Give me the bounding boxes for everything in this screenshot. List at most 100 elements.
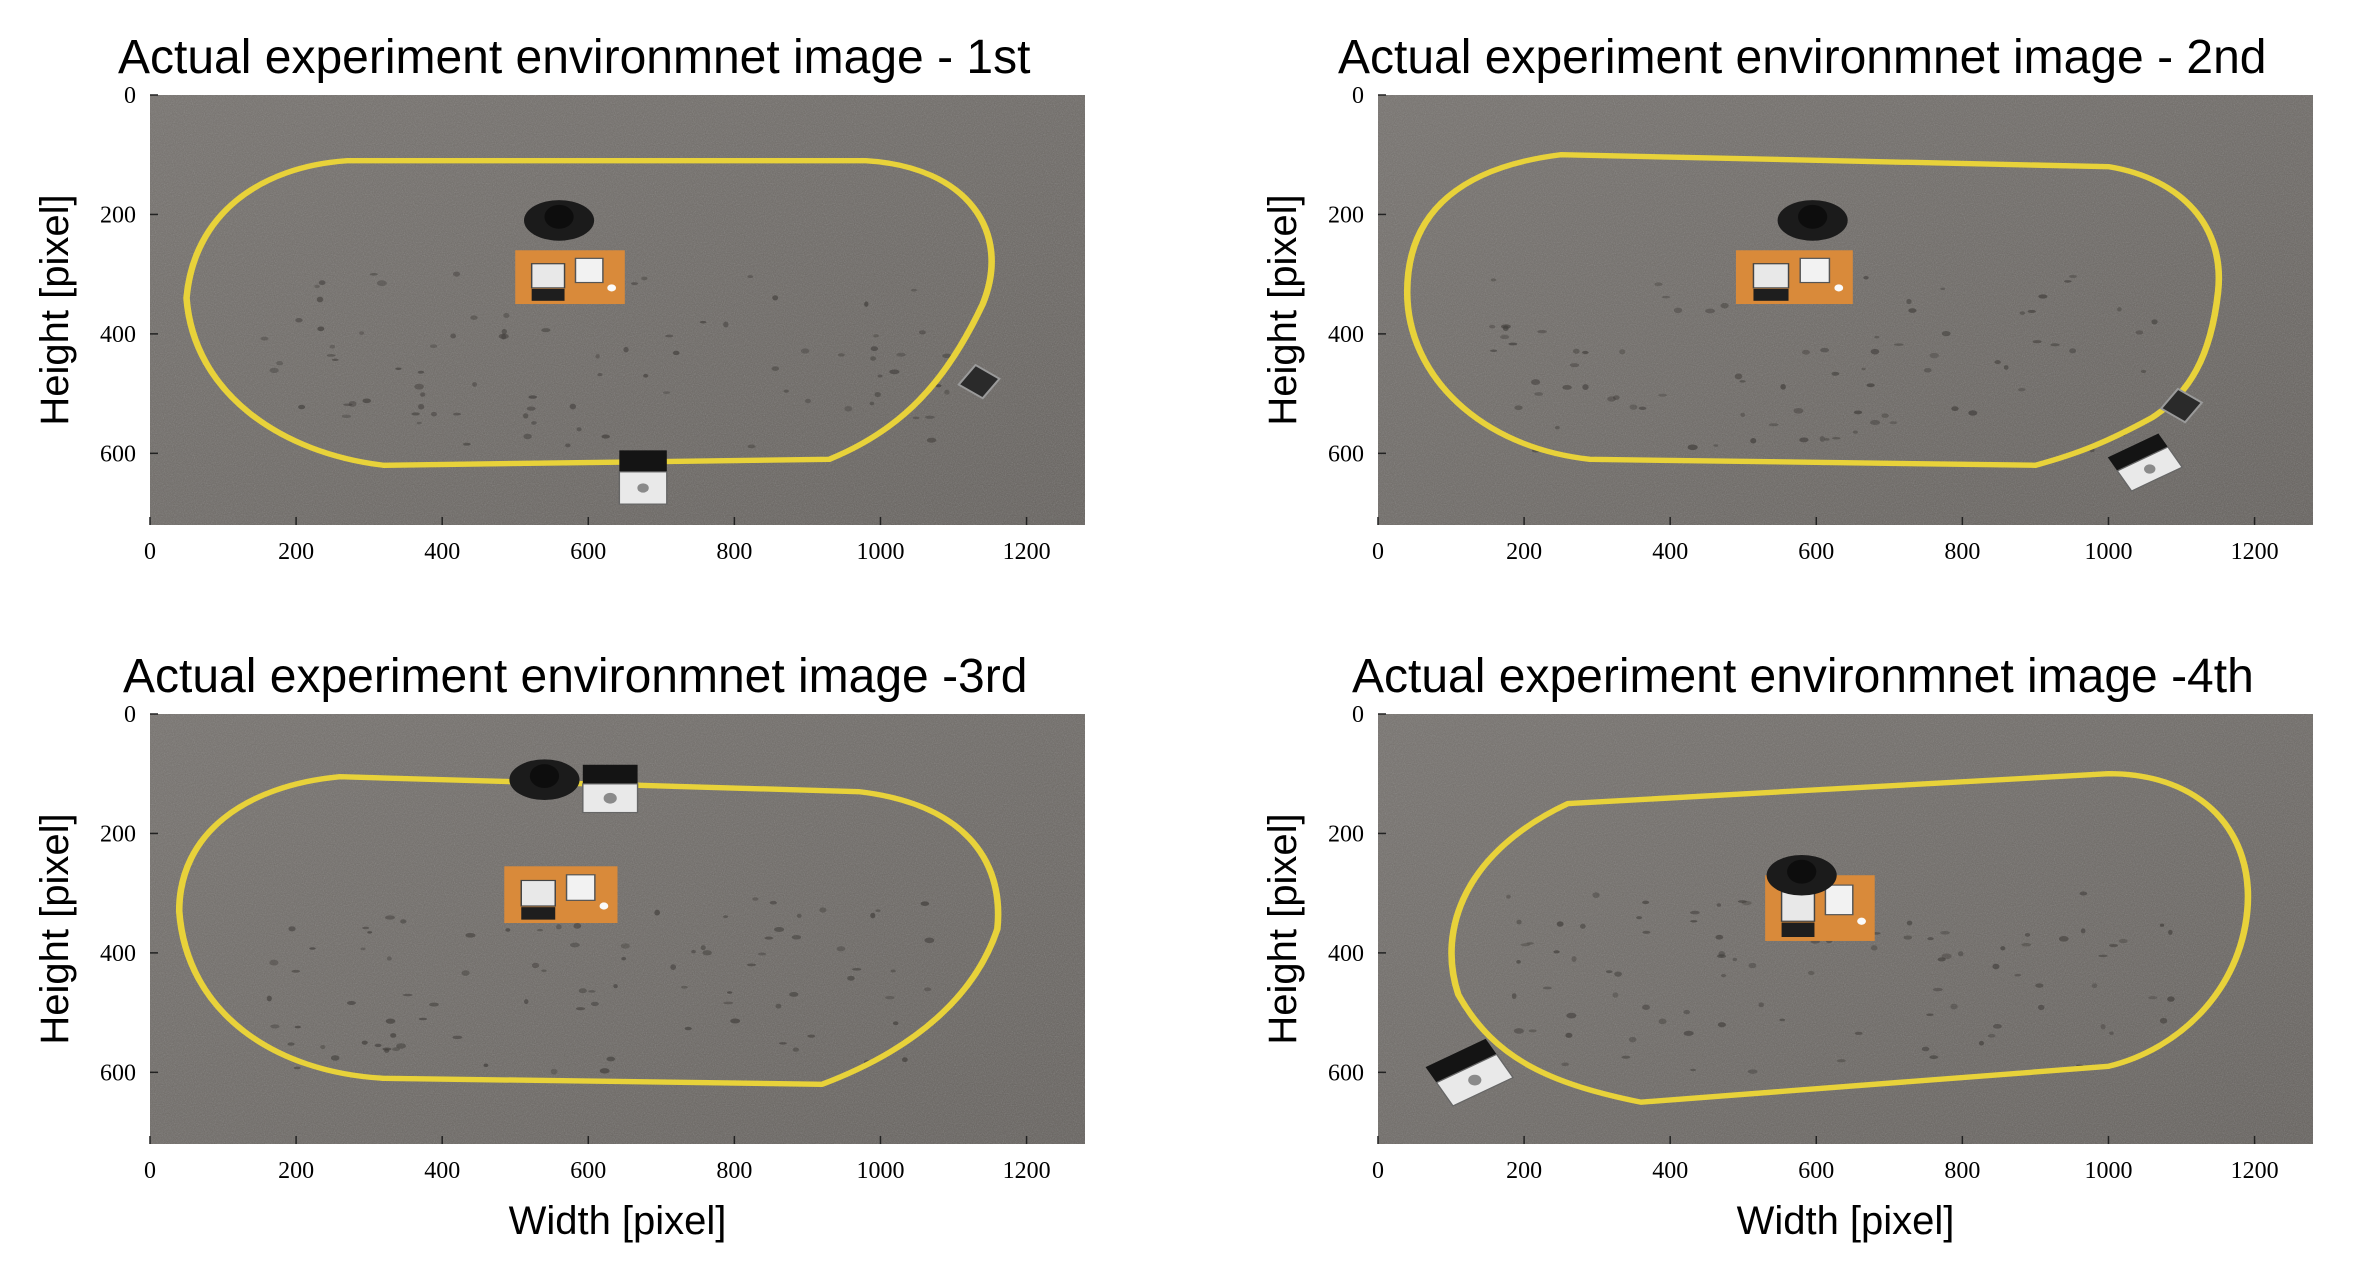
floor-mark bbox=[1526, 942, 1534, 945]
cup bbox=[1857, 917, 1866, 925]
floor-mark bbox=[942, 353, 952, 359]
floor-mark bbox=[431, 411, 437, 417]
floor-mark bbox=[331, 358, 339, 362]
floor-mark bbox=[320, 1045, 326, 1050]
y-axis-label: Height [pixel] bbox=[33, 194, 77, 425]
floor-mark bbox=[1638, 406, 1647, 411]
floor-mark bbox=[1927, 937, 1934, 941]
floor-mark bbox=[569, 403, 576, 410]
floor-mark bbox=[2050, 343, 2060, 347]
floor-mark bbox=[924, 987, 932, 992]
floor-mark bbox=[1705, 308, 1716, 314]
floor-mark bbox=[924, 415, 935, 419]
floor-mark bbox=[2018, 387, 2026, 392]
floor-mark bbox=[1903, 935, 1913, 940]
floor-mark bbox=[522, 413, 529, 419]
floor-mark bbox=[1929, 352, 1939, 359]
floor-mark bbox=[896, 352, 906, 357]
person bbox=[1766, 854, 1837, 896]
floor-mark bbox=[783, 389, 789, 393]
floor-mark bbox=[1779, 1018, 1786, 1022]
floor-mark bbox=[631, 282, 639, 286]
y-tick-label: 0 bbox=[1352, 702, 1364, 728]
person-head bbox=[1798, 204, 1828, 229]
floor-mark bbox=[889, 369, 900, 375]
floor-mark bbox=[885, 995, 895, 1000]
x-tick-label: 1200 bbox=[2231, 539, 2279, 565]
floor-mark bbox=[2159, 923, 2165, 927]
floor-mark bbox=[1514, 405, 1523, 411]
robot-body bbox=[2159, 387, 2204, 424]
y-tick-label: 400 bbox=[1328, 322, 1364, 348]
floor-mark bbox=[314, 284, 320, 289]
floor-mark bbox=[2151, 319, 2158, 325]
panel-1: Actual experiment environmnet image - 1s… bbox=[33, 31, 1085, 565]
floor-mark bbox=[2069, 274, 2077, 279]
floor-mark bbox=[498, 333, 509, 339]
floor-mark bbox=[531, 962, 540, 969]
robot-body bbox=[957, 363, 1001, 400]
floor-mark bbox=[330, 1055, 340, 1061]
floor-mark bbox=[2135, 330, 2144, 335]
x-tick-label: 600 bbox=[1798, 1158, 1834, 1184]
y-axis-label: Height [pixel] bbox=[1261, 194, 1305, 425]
photo-content bbox=[1403, 152, 2223, 492]
floor-mark bbox=[429, 344, 438, 348]
x-tick-label: 400 bbox=[1652, 1158, 1688, 1184]
floor-mark bbox=[2168, 929, 2173, 935]
floor-mark bbox=[700, 945, 706, 951]
floor-mark bbox=[2014, 973, 2022, 977]
floor-mark bbox=[670, 964, 676, 970]
floor-mark bbox=[2109, 1031, 2114, 1035]
floor-mark bbox=[769, 900, 777, 905]
floor-mark bbox=[901, 1057, 908, 1063]
desk bbox=[1735, 250, 1853, 305]
floor-mark bbox=[771, 366, 780, 371]
floor-mark bbox=[672, 350, 680, 356]
floor-mark bbox=[752, 897, 759, 901]
floor-mark bbox=[722, 915, 729, 919]
floor-mark bbox=[1642, 930, 1651, 934]
floor-mark bbox=[1929, 1055, 1939, 1060]
x-tick-label: 800 bbox=[1944, 539, 1980, 565]
floor-mark bbox=[505, 928, 511, 932]
floor-mark bbox=[1562, 384, 1572, 390]
floor-mark bbox=[912, 416, 920, 420]
person-head bbox=[1787, 859, 1817, 884]
paper-sheet bbox=[1824, 884, 1854, 916]
floor-mark bbox=[2019, 311, 2026, 315]
floor-mark bbox=[569, 942, 580, 948]
floor-mark bbox=[1607, 396, 1616, 402]
floor-mark bbox=[870, 356, 876, 361]
floor-mark bbox=[1537, 329, 1547, 334]
floor-mark bbox=[376, 280, 387, 287]
floor-mark bbox=[395, 367, 402, 370]
cup bbox=[1834, 284, 1844, 292]
axis-ticks: 0 200 400 600 800 1000 1200 0 200 400 600 bbox=[100, 702, 1051, 1184]
floor-mark bbox=[1921, 1046, 1930, 1052]
floor-mark bbox=[541, 328, 551, 333]
floor-mark bbox=[643, 373, 649, 378]
paper-sheet bbox=[565, 874, 596, 901]
x-axis-label: Width [pixel] bbox=[1737, 1199, 1955, 1243]
paper-sheet bbox=[574, 257, 604, 284]
floor-mark bbox=[1889, 421, 1898, 425]
floor-mark bbox=[298, 404, 306, 410]
floor-mark bbox=[1614, 971, 1622, 977]
floor-mark bbox=[2063, 280, 2072, 283]
x-tick-label: 1200 bbox=[1003, 1158, 1051, 1184]
floor-mark bbox=[1881, 413, 1889, 418]
floor-mark bbox=[1636, 916, 1643, 920]
floor-mark bbox=[291, 969, 301, 973]
floor-mark bbox=[791, 934, 802, 940]
floor-mark bbox=[2027, 309, 2036, 313]
floor-mark bbox=[503, 312, 510, 319]
floor-mark bbox=[2167, 996, 2175, 1002]
floor-mark bbox=[2159, 1017, 2168, 1024]
floor-mark bbox=[1556, 921, 1564, 927]
floor-mark bbox=[680, 985, 688, 989]
floor-mark bbox=[1516, 919, 1522, 925]
x-tick-label: 600 bbox=[570, 539, 606, 565]
floor-mark bbox=[702, 950, 712, 956]
floor-mark bbox=[452, 1035, 463, 1040]
